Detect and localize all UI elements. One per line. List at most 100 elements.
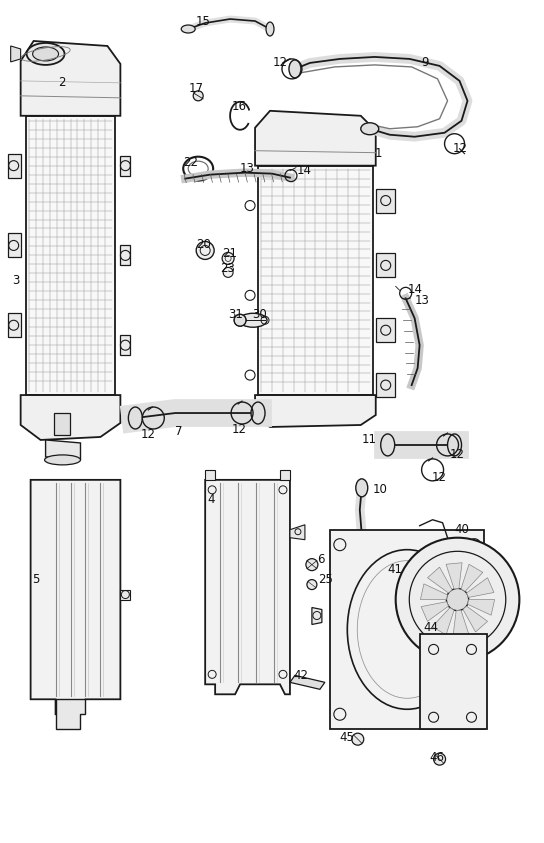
Polygon shape [205, 470, 215, 480]
Polygon shape [120, 589, 131, 599]
Polygon shape [463, 606, 487, 632]
Polygon shape [21, 41, 120, 115]
Text: 40: 40 [455, 524, 469, 536]
Text: 42: 42 [293, 668, 308, 682]
Text: 4: 4 [207, 493, 215, 507]
Bar [258, 166, 373, 395]
Polygon shape [120, 156, 131, 175]
Text: 10: 10 [373, 483, 388, 497]
Polygon shape [376, 189, 395, 212]
Polygon shape [290, 675, 325, 690]
Text: 13: 13 [240, 162, 255, 175]
Polygon shape [376, 254, 395, 277]
Ellipse shape [448, 434, 461, 456]
Circle shape [307, 580, 317, 589]
Ellipse shape [128, 407, 143, 429]
Polygon shape [376, 319, 395, 342]
Polygon shape [280, 470, 290, 480]
Polygon shape [290, 524, 305, 540]
Bar [419, 635, 487, 729]
Bar [330, 529, 485, 729]
Ellipse shape [27, 43, 65, 65]
Circle shape [196, 241, 214, 260]
Polygon shape [255, 110, 376, 166]
Text: 46: 46 [430, 750, 444, 764]
Polygon shape [446, 563, 462, 589]
Text: 15: 15 [195, 14, 210, 28]
Polygon shape [11, 46, 21, 62]
Polygon shape [21, 395, 120, 440]
Text: 6: 6 [317, 553, 324, 566]
Circle shape [352, 733, 364, 745]
Polygon shape [461, 564, 483, 592]
Text: 12: 12 [453, 142, 467, 155]
Text: 3: 3 [13, 274, 20, 287]
Polygon shape [468, 599, 494, 615]
Polygon shape [421, 602, 448, 621]
Text: 22: 22 [183, 156, 198, 169]
Ellipse shape [234, 314, 246, 326]
Polygon shape [8, 314, 21, 337]
Ellipse shape [356, 479, 368, 497]
Circle shape [447, 588, 469, 610]
Polygon shape [46, 440, 81, 460]
Ellipse shape [251, 402, 265, 424]
Polygon shape [120, 336, 131, 355]
Polygon shape [205, 480, 290, 695]
Ellipse shape [361, 123, 379, 135]
Ellipse shape [266, 22, 274, 36]
Text: 12: 12 [431, 471, 447, 485]
Text: 17: 17 [188, 83, 203, 95]
Ellipse shape [289, 60, 301, 78]
Text: 9: 9 [422, 56, 429, 69]
Ellipse shape [381, 434, 395, 456]
Text: 5: 5 [33, 573, 40, 586]
Text: 7: 7 [175, 426, 183, 438]
Text: 14: 14 [297, 164, 312, 177]
Text: 44: 44 [424, 621, 438, 634]
Text: 31: 31 [228, 308, 243, 321]
Circle shape [395, 538, 520, 662]
Polygon shape [432, 608, 454, 635]
Text: 2: 2 [59, 77, 66, 89]
Ellipse shape [45, 455, 81, 464]
Bar [26, 115, 115, 395]
Polygon shape [428, 567, 452, 593]
Text: 12: 12 [140, 428, 156, 442]
Polygon shape [30, 480, 120, 714]
Circle shape [223, 267, 233, 277]
Text: 14: 14 [407, 283, 423, 296]
Polygon shape [8, 153, 21, 178]
Text: 21: 21 [222, 247, 237, 260]
Polygon shape [453, 610, 469, 636]
Text: 41: 41 [388, 563, 403, 576]
Text: 12: 12 [232, 423, 247, 437]
Text: 1: 1 [375, 148, 382, 160]
Polygon shape [255, 395, 376, 427]
Circle shape [434, 753, 446, 765]
Circle shape [193, 91, 203, 101]
Text: 30: 30 [252, 308, 267, 321]
Ellipse shape [33, 47, 59, 61]
Text: 45: 45 [340, 731, 355, 744]
Ellipse shape [181, 25, 195, 33]
Polygon shape [376, 373, 395, 397]
Polygon shape [492, 608, 503, 625]
Polygon shape [120, 245, 131, 266]
Text: 16: 16 [232, 100, 247, 113]
Circle shape [222, 252, 234, 265]
Text: 23: 23 [220, 262, 235, 275]
Text: 12: 12 [273, 56, 288, 69]
Ellipse shape [239, 314, 267, 327]
Polygon shape [312, 608, 322, 625]
Text: 13: 13 [415, 294, 430, 307]
Polygon shape [421, 584, 447, 599]
Bar [53, 413, 70, 435]
Text: 12: 12 [449, 448, 465, 461]
Circle shape [306, 559, 318, 571]
Ellipse shape [406, 561, 424, 573]
Text: 25: 25 [318, 573, 333, 586]
Polygon shape [467, 577, 494, 598]
Polygon shape [8, 234, 21, 257]
Text: 20: 20 [196, 238, 211, 251]
